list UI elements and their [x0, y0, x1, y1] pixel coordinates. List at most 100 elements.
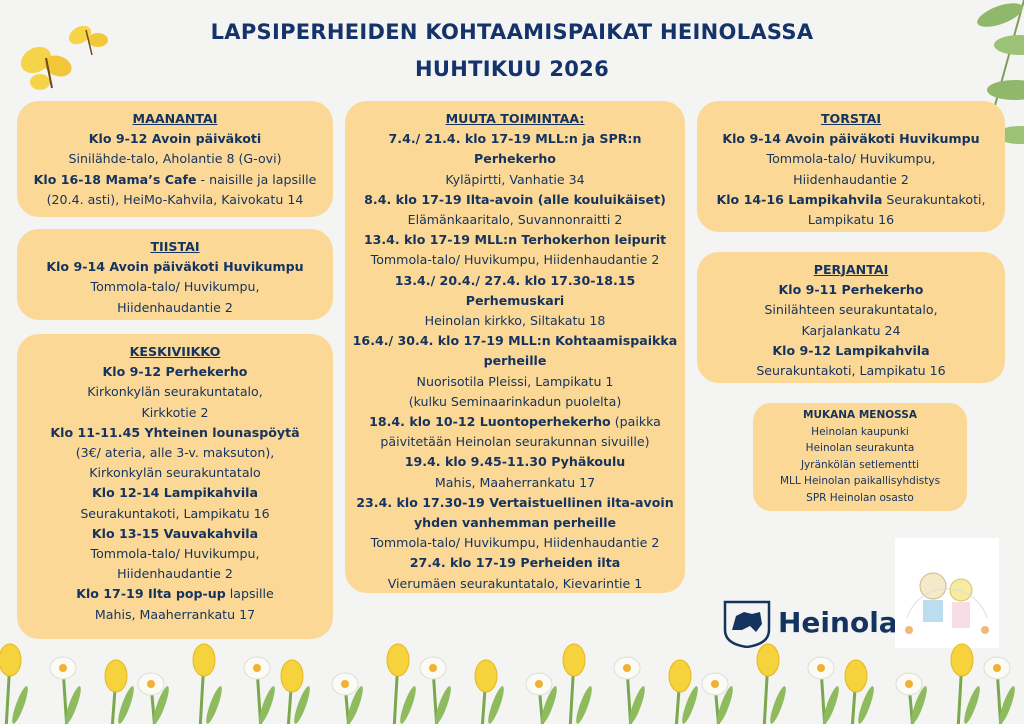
flower-center — [341, 680, 349, 688]
schedule-line: Seurakuntakoti, Lampikatu 16 — [17, 504, 333, 524]
schedule-line: Perhekerho — [345, 149, 685, 169]
schedule-line: Sinilähde-talo, Aholantie 8 (G-ovi) — [17, 149, 333, 169]
schedule-line: Klo 9-14 Avoin päiväkoti Huvikumpu — [697, 129, 1005, 149]
event-detail: Seurakuntakoti, Lampikatu 16 — [756, 363, 946, 379]
event-title: Klo 13-15 Vauvakahvila — [91, 525, 259, 541]
flower-leaf — [153, 686, 169, 724]
partners-box: MUKANA MENOSSA Heinolan kaupunki Heinolan … — [753, 403, 967, 511]
wednesday-box: KESKIVIIKKO Klo 9-12 Perhekerho Kirkonkylä… — [17, 334, 333, 639]
schedule-line: yhden vanhemman perheille — [345, 513, 685, 533]
event-detail: Hiidenhaudantie 2 — [117, 566, 233, 582]
event-detail: Mahis, Maaherrankatu 17 — [434, 474, 596, 490]
event-title: Perhekerho — [474, 151, 556, 167]
event-detail: Kyläpirtti, Vanhatie 34 — [445, 171, 585, 187]
schedule-line: Kyläpirtti, Vanhatie 34 — [345, 170, 685, 190]
schedule-line: Hiidenhaudantie 2 — [17, 564, 333, 584]
event-title: 19.4. klo 9.45-11.30 Pyhäkoulu — [404, 454, 626, 470]
flowers-decoration — [0, 643, 1015, 724]
flower-leaf — [770, 686, 786, 724]
flower-leaf — [964, 686, 980, 724]
schedule-line: (3€/ ateria, alle 3-v. maksuton), — [17, 443, 333, 463]
schedule-line: Nuorisotila Pleissi, Lampikatu 1 — [345, 372, 685, 392]
butterfly-icon — [20, 25, 108, 90]
flower-center — [817, 664, 825, 672]
tulip — [668, 659, 692, 693]
box-heading: MUKANA MENOSSA — [803, 409, 917, 421]
schedule-line: Perhemuskari — [345, 291, 685, 311]
friday-box: PERJANTAI Klo 9-11 Perhekerho Sinilähteen … — [697, 252, 1005, 383]
event-detail: Kirkonkylän seurakuntatalo — [89, 465, 261, 481]
event-title: 8.4. klo 17-19 Ilta-avoin (alle kouluikä… — [364, 191, 666, 207]
event-title: 18.4. klo 10-12 Luontoperhekerho — [369, 414, 611, 430]
schedule-line: Kirkonkylän seurakuntatalo, — [17, 382, 333, 402]
tulip — [950, 643, 974, 677]
event-title: Klo 16-18 Mama’s Cafe — [33, 171, 197, 187]
page-subtitle: HUHTIKUU 2026 — [414, 57, 609, 81]
flower-leaf — [999, 686, 1015, 724]
schedule-line: Tommola-talo/ Huvikumpu, — [697, 149, 1005, 169]
tuesday-box: TIISTAI Klo 9-14 Avoin päiväkoti Huvikump… — [17, 229, 333, 320]
event-title: 7.4./ 21.4. klo 17-19 MLL:n ja SPR:n — [388, 131, 642, 147]
schedule-line: 23.4. klo 17.30-19 Vertaistuellinen ilta… — [345, 493, 685, 513]
schedule-line: 13.4. klo 17-19 MLL:n Terhokerhon leipur… — [345, 230, 685, 250]
flower-center — [253, 664, 261, 672]
flower-leaf — [541, 686, 557, 724]
event-title: Perhemuskari — [465, 292, 565, 308]
event-detail: Heinolan seurakunta — [805, 442, 915, 454]
schedule-line: päivitetään Heinolan seurakunnan sivuill… — [345, 432, 685, 452]
heinola-logo: Heinola — [722, 600, 898, 650]
event-detail: Seurakuntakoti, Lampikatu 16 — [80, 505, 270, 521]
schedule-line: Lampikatu 16 — [697, 210, 1005, 230]
event-detail: Tommola-talo/ Huvikumpu, — [766, 151, 936, 167]
schedule-line: Mahis, Maaherrankatu 17 — [17, 605, 333, 625]
box-heading: TIISTAI — [150, 239, 200, 254]
flower-center — [623, 664, 631, 672]
event-detail: Lampikatu 16 — [807, 212, 895, 228]
event-title: Klo 9-12 Perhekerho — [102, 364, 248, 380]
schedule-line: Tommola-talo/ Huvikumpu, Hiidenhaudantie… — [345, 533, 685, 553]
monday-box: MAANANTAI Klo 9-12 Avoin päiväkoti Siniläh… — [17, 101, 333, 217]
schedule-line: Jyränkölän setlementti — [753, 457, 967, 474]
flower-leaf — [682, 686, 698, 724]
schedule-line: Klo 9-14 Avoin päiväkoti Huvikumpu — [17, 257, 333, 277]
schedule-line: Heinolan seurakunta — [753, 440, 967, 457]
flower-leaf — [206, 686, 222, 724]
schedule-line: perheille — [345, 351, 685, 371]
schedule-line: 19.4. klo 9.45-11.30 Pyhäkoulu — [345, 452, 685, 472]
event-detail: Kirkonkylän seurakuntatalo, — [87, 384, 263, 400]
heinola-wordmark: Heinola — [778, 606, 898, 639]
schedule-line: Karjalankatu 24 — [697, 321, 1005, 341]
flower-center — [147, 680, 155, 688]
flower-leaf — [823, 686, 839, 724]
event-title: Klo 12-14 Lampikahvila — [92, 485, 258, 501]
flower-center — [905, 680, 913, 688]
flower-leaf — [911, 686, 927, 724]
schedule-line: Klo 9-12 Avoin päiväkoti — [17, 129, 333, 149]
flower-leaf — [858, 686, 874, 724]
event-detail: (20.4. asti), HeiMo-Kahvila, Kaivokatu 1… — [46, 191, 304, 207]
schedule-line: Hiidenhaudantie 2 — [697, 170, 1005, 190]
event-detail: päivitetään Heinolan seurakunnan sivuill… — [380, 434, 650, 450]
flower-center — [535, 680, 543, 688]
schedule-line: Klo 12-14 Lampikahvila — [17, 483, 333, 503]
flower-leaf — [259, 686, 275, 724]
flower-leaf — [118, 686, 134, 724]
schedule-line: Seurakuntakoti, Lampikatu 16 — [697, 361, 1005, 381]
schedule-line: Heinolan kaupunki — [753, 424, 967, 441]
schedule-line: Tommola-talo/ Huvikumpu, — [17, 277, 333, 297]
event-detail: Tommola-talo/ Huvikumpu, Hiidenhaudantie… — [370, 535, 660, 551]
flower-leaf — [629, 686, 645, 724]
event-detail: MLL Heinolan paikallisyhdistys — [779, 475, 941, 487]
schedule-line: Sinilähteen seurakuntatalo, — [697, 300, 1005, 320]
event-title: 16.4./ 30.4. klo 17-19 MLL:n Kohtaamispa… — [352, 333, 678, 349]
event-detail: (kulku Seminaarinkadun puolelta) — [408, 393, 622, 409]
schedule-line: 13.4./ 20.4./ 27.4. klo 17.30-18.15 — [345, 271, 685, 291]
network-logo — [895, 538, 999, 648]
event-title: Klo 11-11.45 Yhteinen lounaspöytä — [50, 424, 300, 440]
schedule-line: 16.4./ 30.4. klo 17-19 MLL:n Kohtaamispa… — [345, 331, 685, 351]
event-title: Klo 14-16 Lampikahvila — [716, 191, 883, 207]
page-title: LAPSIPERHEIDEN KOHTAAMISPAIKAT HEINOLASS… — [210, 20, 814, 44]
event-detail: Vierumäen seurakuntatalo, Kievarintie 1 — [387, 575, 643, 591]
event-title: 13.4. klo 17-19 MLL:n Terhokerhon leipur… — [363, 232, 667, 248]
event-detail: (3€/ ateria, alle 3-v. maksuton), — [75, 445, 275, 461]
